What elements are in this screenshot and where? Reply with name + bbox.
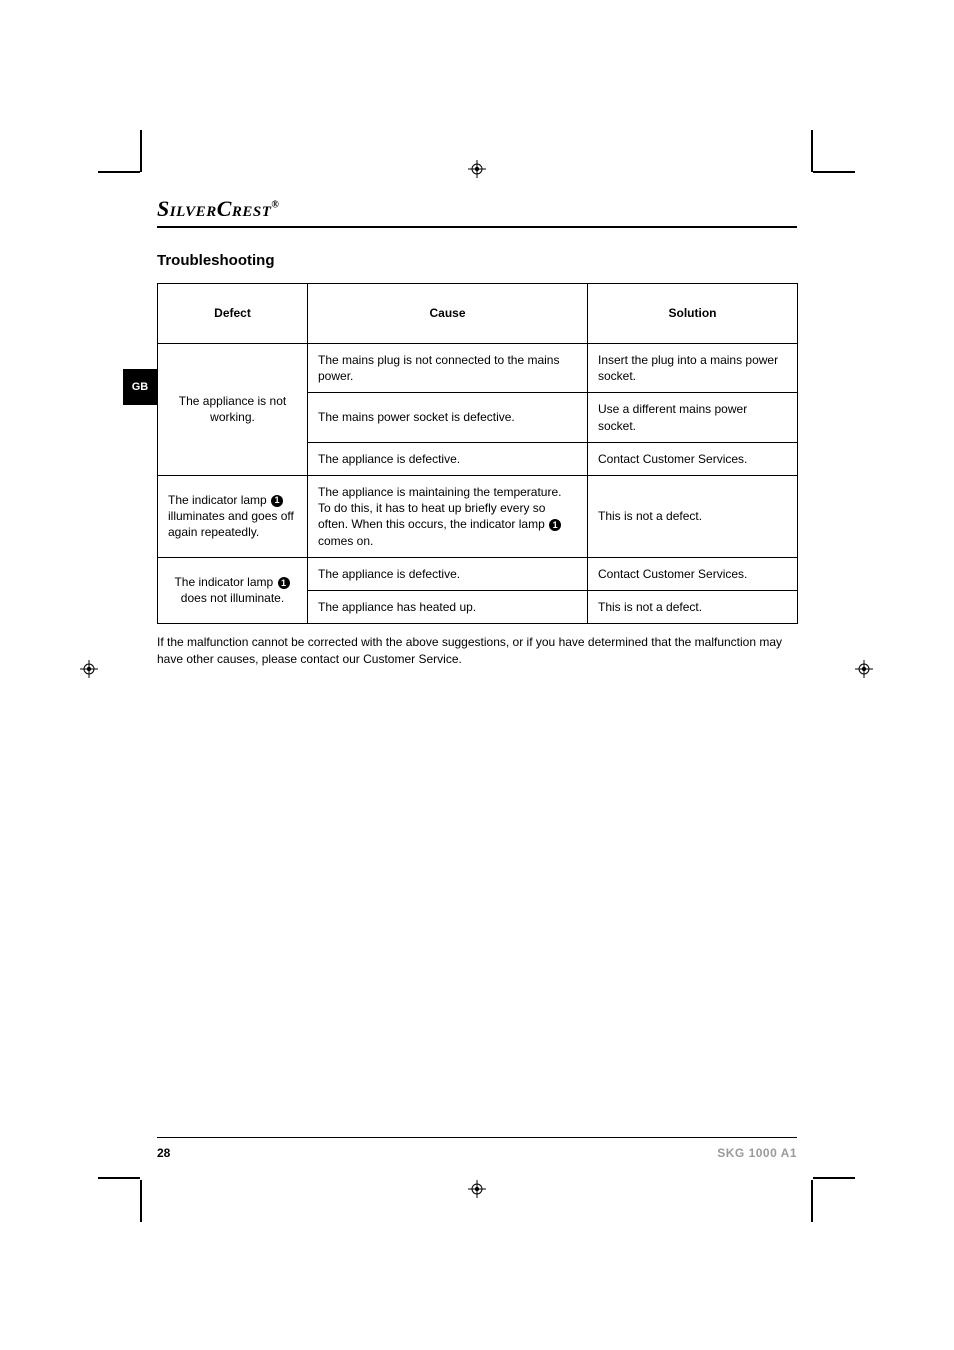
brand-text-a: Silver <box>157 196 217 221</box>
table-cell: The appliance is not working. <box>158 344 308 476</box>
section-title: Troubleshooting <box>157 252 797 269</box>
registration-mark-icon <box>468 1180 486 1198</box>
crop-mark <box>813 1177 855 1179</box>
registration-mark-icon <box>468 160 486 178</box>
table-row: The appliance is not working. The mains … <box>158 344 798 393</box>
table-cell: This is not a defect. <box>588 590 798 623</box>
table-header: Defect <box>158 284 308 344</box>
table-header: Cause <box>308 284 588 344</box>
cell-text: comes on. <box>318 534 373 548</box>
crop-mark <box>140 130 142 172</box>
crop-mark <box>813 171 855 173</box>
model-number: SKG 1000 A1 <box>717 1146 797 1160</box>
cell-text: The indicator lamp <box>174 575 276 589</box>
table-cell: The mains plug is not connected to the m… <box>308 344 588 393</box>
brand-logo: SilverCrest® <box>157 188 797 222</box>
divider <box>157 1137 797 1138</box>
page-content: GB SilverCrest® Troubleshooting Defect C… <box>157 188 797 1160</box>
table-cell: The appliance is maintaining the tempera… <box>308 475 588 557</box>
table-cell: The mains power socket is defective. <box>308 393 588 442</box>
table-header: Solution <box>588 284 798 344</box>
crop-mark <box>811 1180 813 1222</box>
table-cell: The appliance is defective. <box>308 557 588 590</box>
table-cell: Insert the plug into a mains power socke… <box>588 344 798 393</box>
table-cell: The appliance is defective. <box>308 442 588 475</box>
country-tab: GB <box>123 369 157 405</box>
table-cell: The indicator lamp 1 does not illuminate… <box>158 557 308 623</box>
cell-text: does not illuminate. <box>181 591 284 605</box>
crop-mark <box>98 171 140 173</box>
crop-mark <box>98 1177 140 1179</box>
circled-number-icon: 1 <box>271 495 283 507</box>
brand-text-b: Crest <box>217 196 272 221</box>
cell-text: The indicator lamp <box>168 493 270 507</box>
crop-mark <box>140 1180 142 1222</box>
brand-reg: ® <box>271 200 279 211</box>
registration-mark-icon <box>855 660 873 678</box>
table-cell: Contact Customer Services. <box>588 557 798 590</box>
table-cell: Contact Customer Services. <box>588 442 798 475</box>
footnote-text: If the malfunction cannot be corrected w… <box>157 634 797 668</box>
troubleshooting-table: Defect Cause Solution The appliance is n… <box>157 283 798 624</box>
circled-number-icon: 1 <box>549 519 561 531</box>
table-cell: Use a different mains power socket. <box>588 393 798 442</box>
divider <box>157 226 797 228</box>
table-header-row: Defect Cause Solution <box>158 284 798 344</box>
page-footer: 28 SKG 1000 A1 <box>157 1137 797 1160</box>
table-row: The indicator lamp 1 does not illuminate… <box>158 557 798 590</box>
cell-text: The appliance is maintaining the tempera… <box>318 485 561 531</box>
registration-mark-icon <box>80 660 98 678</box>
page-number: 28 <box>157 1146 170 1160</box>
circled-number-icon: 1 <box>278 577 290 589</box>
table-row: The indicator lamp 1 illuminates and goe… <box>158 475 798 557</box>
crop-mark <box>811 130 813 172</box>
table-cell: The indicator lamp 1 illuminates and goe… <box>158 475 308 557</box>
table-cell: This is not a defect. <box>588 475 798 557</box>
table-cell: The appliance has heated up. <box>308 590 588 623</box>
cell-text: illuminates and goes off again repeatedl… <box>168 509 294 539</box>
